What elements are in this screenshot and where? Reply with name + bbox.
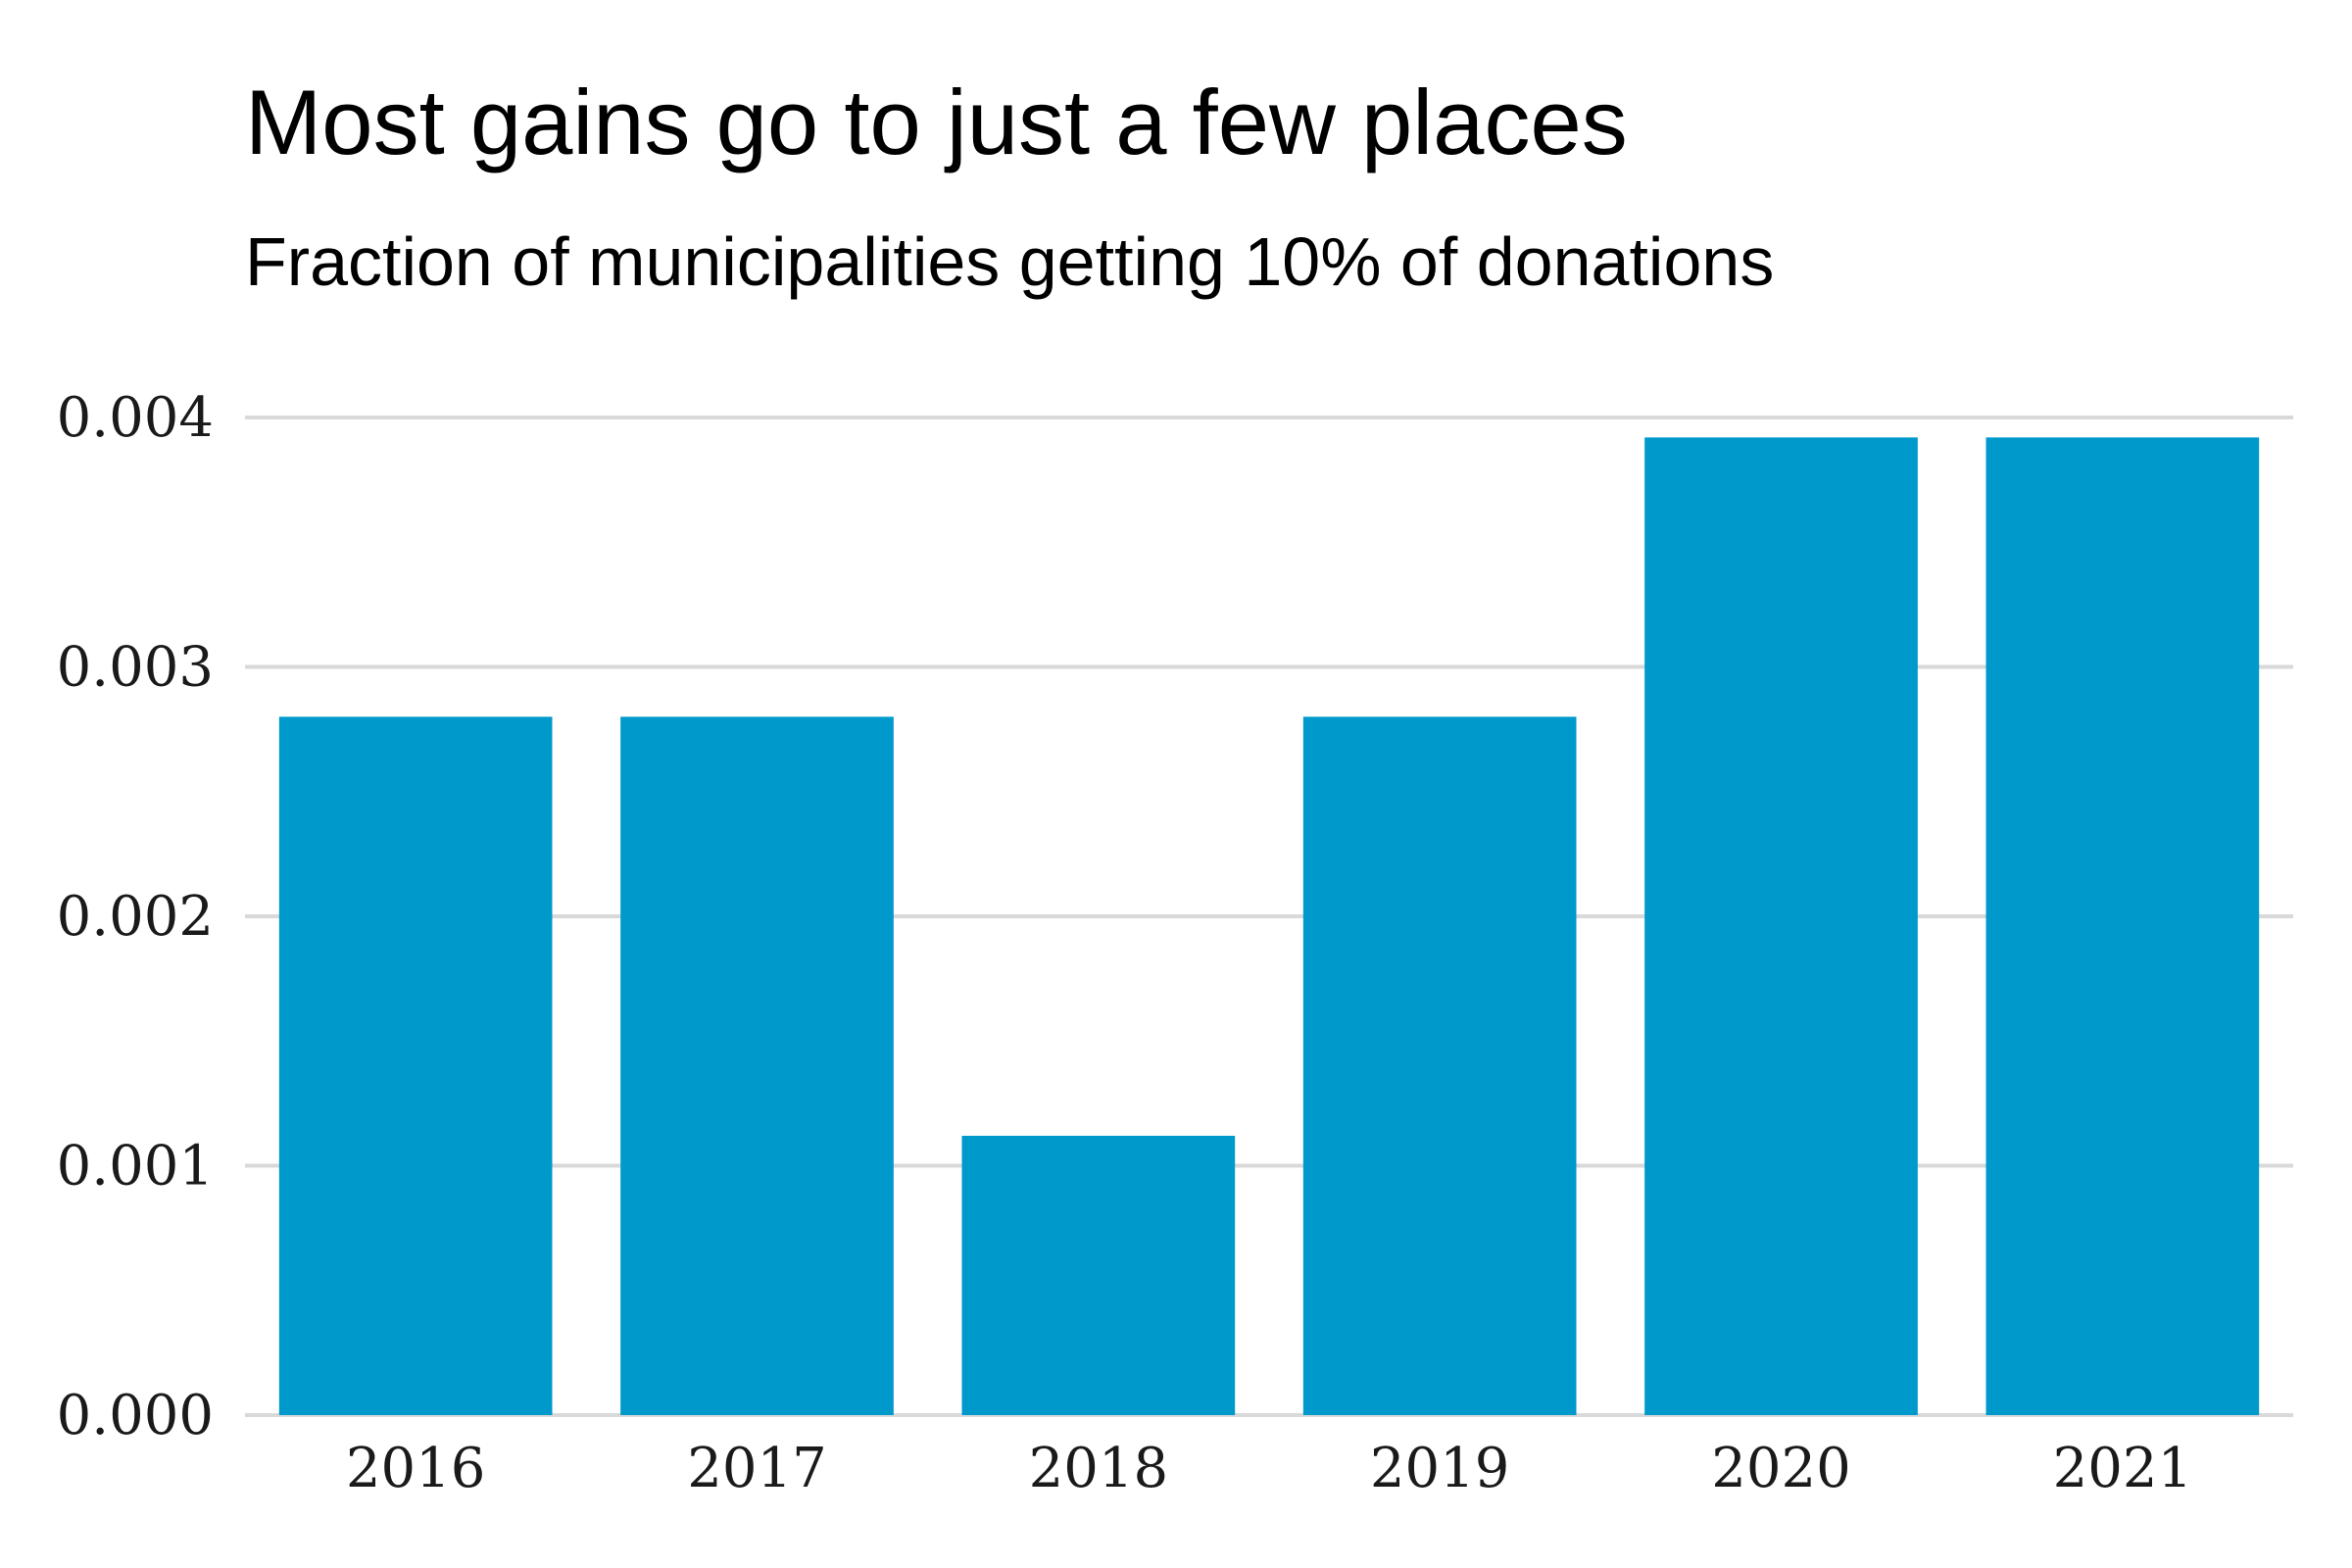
bar-2017 — [620, 716, 894, 1415]
bar-2019 — [1302, 716, 1577, 1415]
chart-title: Most gains go to just a few places — [245, 71, 1628, 173]
bars — [278, 437, 2260, 1415]
x-tick-label: 2016 — [346, 1437, 486, 1500]
y-tick-label: 0.000 — [57, 1384, 214, 1447]
bar-2021 — [1985, 437, 2260, 1415]
x-tick-label: 2017 — [687, 1437, 827, 1500]
y-tick-label: 0.001 — [57, 1135, 214, 1199]
y-tick-label: 0.003 — [57, 636, 214, 700]
gridlines — [245, 416, 2293, 1417]
y-axis-tick-labels: 0.000 0.001 0.002 0.003 0.004 — [57, 386, 214, 1447]
bar-2016 — [278, 716, 553, 1415]
bar-2020 — [1644, 437, 1918, 1415]
x-tick-label: 2018 — [1029, 1437, 1169, 1500]
x-tick-label: 2021 — [2053, 1437, 2193, 1500]
x-tick-label: 2020 — [1711, 1437, 1851, 1500]
chart-subtitle: Fraction of municipalities getting 10% o… — [245, 223, 1775, 300]
bar-2018 — [961, 1135, 1236, 1415]
y-tick-label: 0.002 — [57, 885, 214, 949]
x-tick-label: 2019 — [1370, 1437, 1510, 1500]
x-axis-tick-labels: 2016 2017 2018 2019 2020 2021 — [346, 1437, 2192, 1500]
y-tick-label: 0.004 — [57, 386, 214, 450]
